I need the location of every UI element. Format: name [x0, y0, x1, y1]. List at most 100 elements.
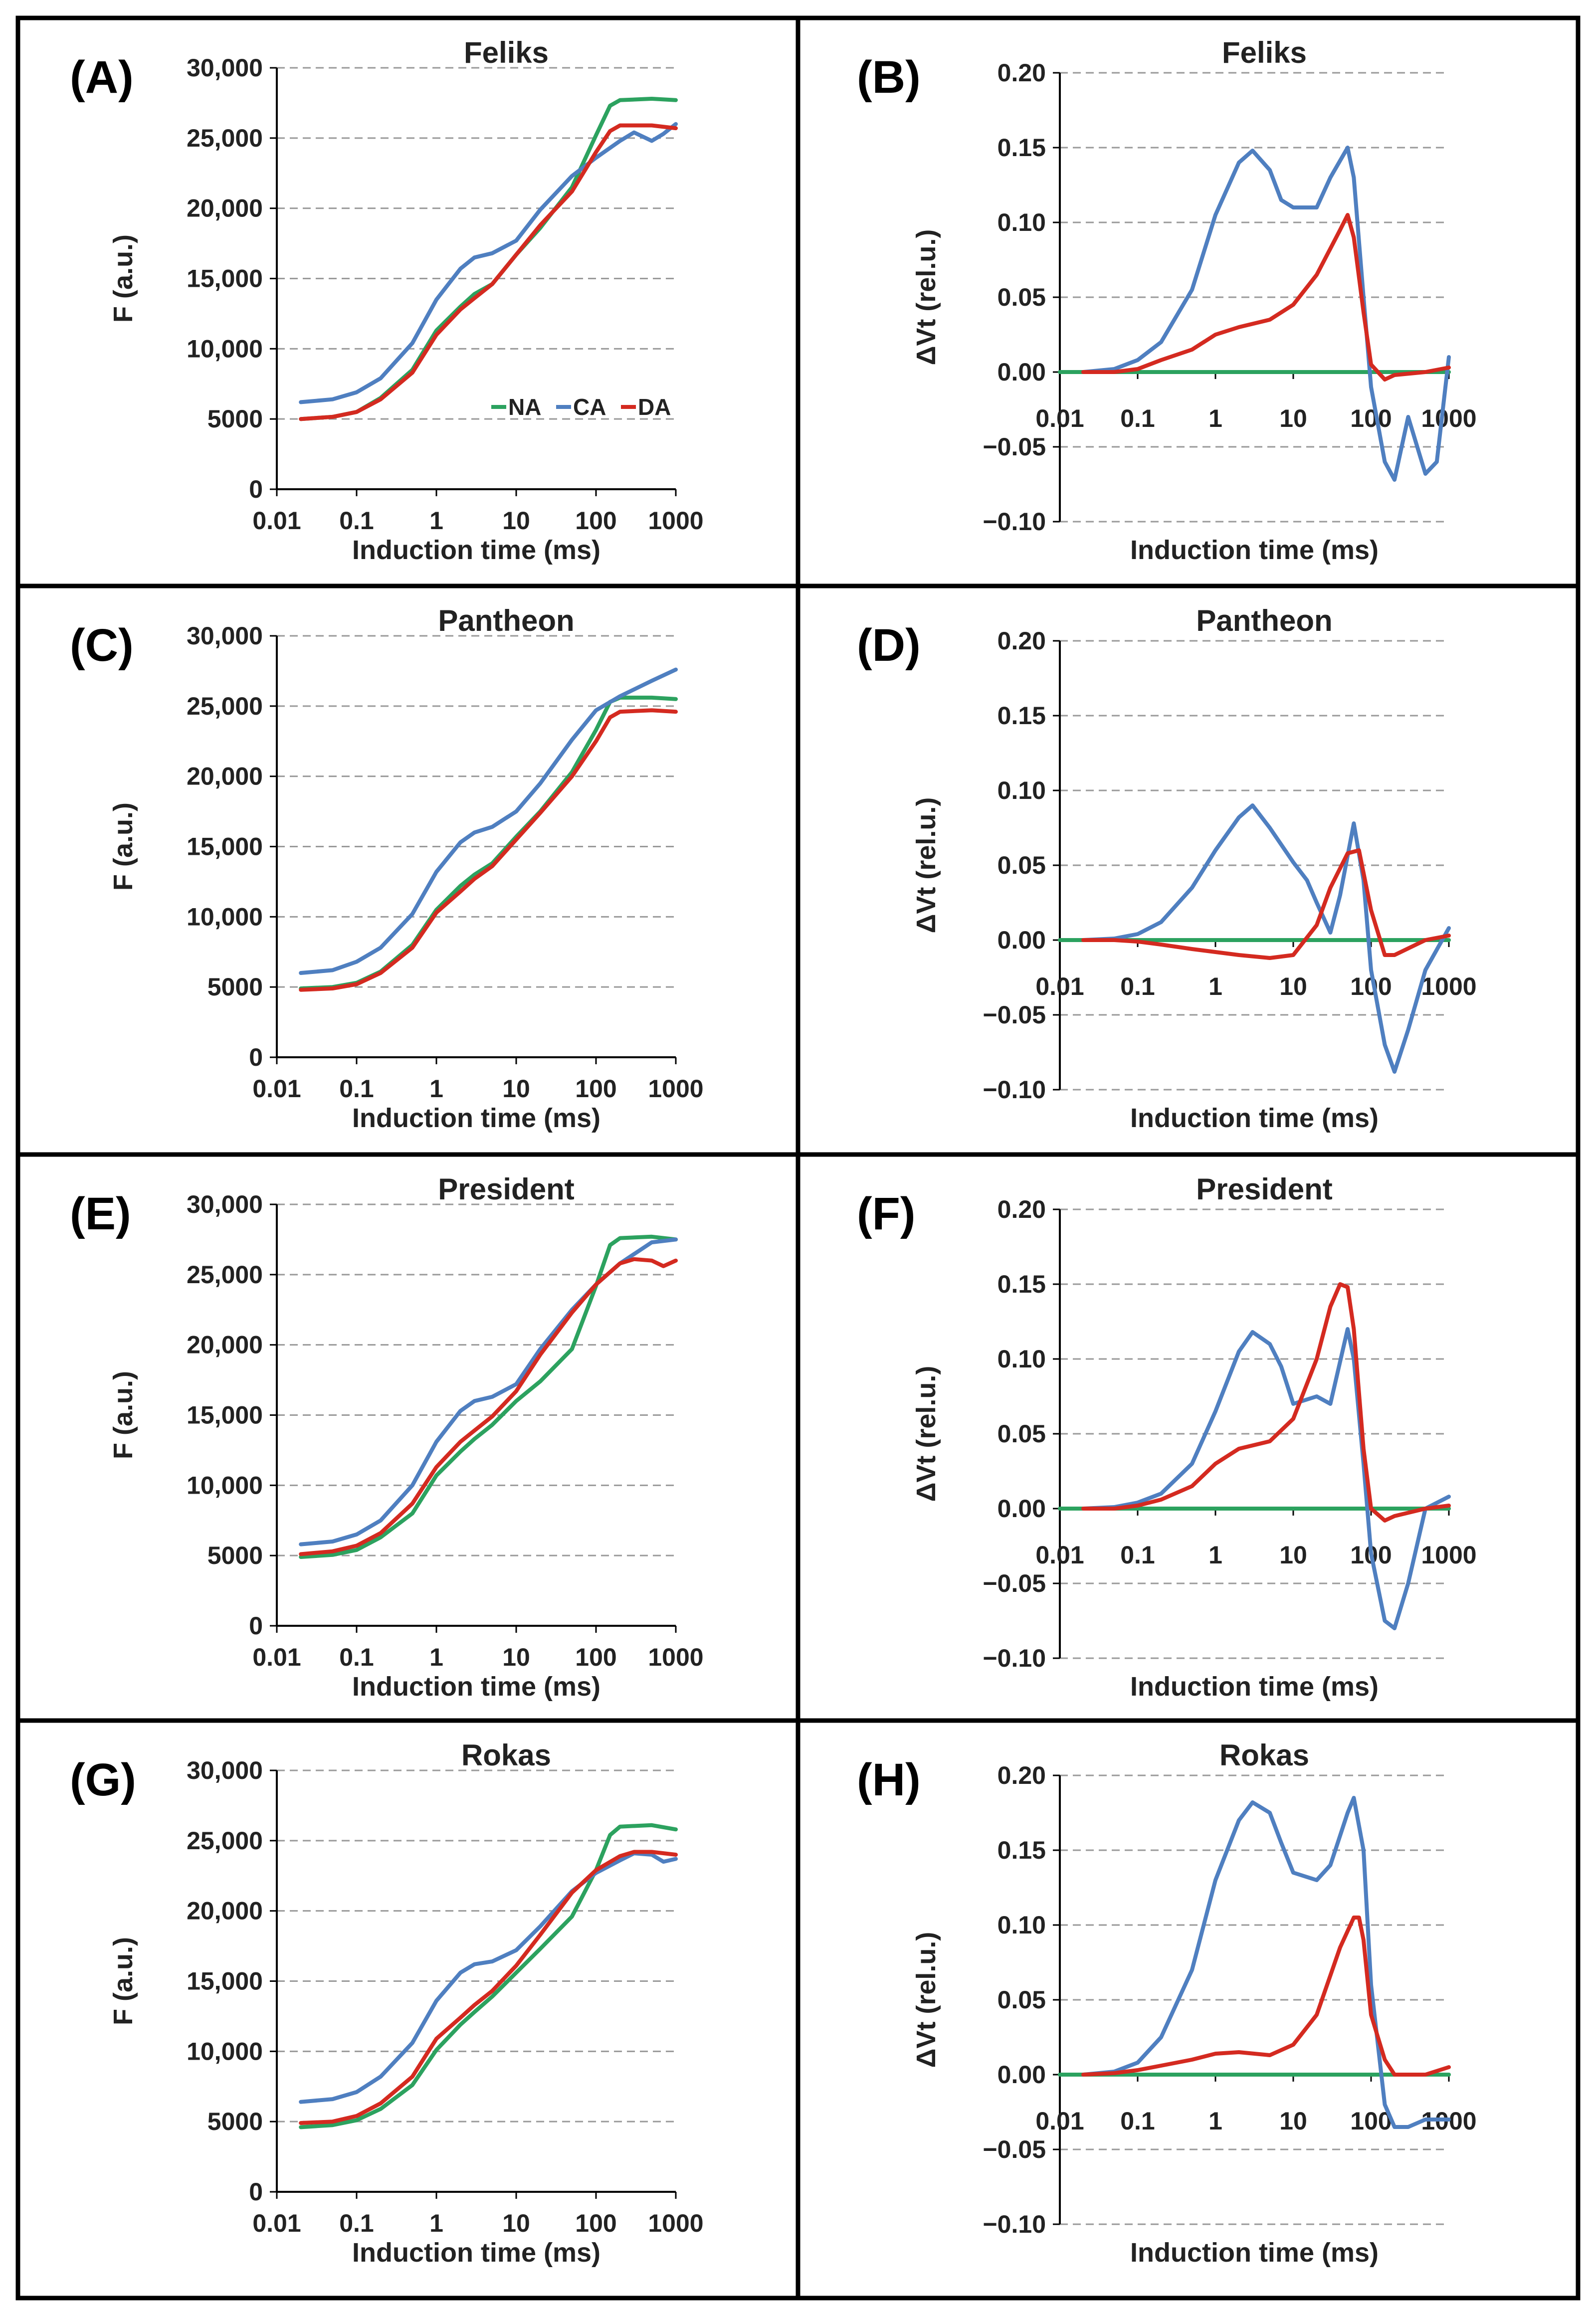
series-line-ca [1081, 1327, 1451, 1630]
x-tick-label: 0.01 [252, 507, 301, 535]
y-tick-label: 30,000 [187, 54, 263, 82]
x-tick-label: 0.1 [339, 1643, 374, 1671]
x-tick-label: 1 [429, 507, 443, 535]
x-tick-label: 1 [429, 1643, 443, 1671]
y-tick-label: 20,000 [187, 194, 263, 222]
y-tick-label: −0.05 [983, 1001, 1046, 1029]
y-tick-label: −0.05 [983, 433, 1046, 461]
x-tick-label: 1000 [648, 507, 703, 535]
panel-title: Rokas [461, 1738, 551, 1772]
x-axis-title: Induction time (ms) [1130, 1103, 1379, 1133]
y-axis-title: F (a.u.) [108, 234, 138, 323]
x-axis-title: Induction time (ms) [1130, 2238, 1379, 2268]
y-tick-label: 10,000 [187, 335, 263, 363]
panel-b: (B) Feliks −0.10 −0.05 0.00 0.05 0.10 0.15 0.20 0… [857, 36, 1477, 565]
y-tick-label: 0.05 [998, 1986, 1046, 2014]
x-tick-label: 0.01 [252, 1075, 301, 1103]
x-tick-label: 0.01 [1035, 1541, 1084, 1569]
panel-letter: (G) [70, 1754, 136, 1805]
y-tick-label: 0.10 [998, 1911, 1046, 1939]
y-tick-label: 0.10 [998, 776, 1046, 804]
x-axis-title: Induction time (ms) [352, 2238, 600, 2268]
panels: (A) Feliks 0 5000 10,000 15,000 20,000 25,000 30… [70, 36, 1477, 2268]
x-tick-label: 100 [575, 1075, 616, 1103]
y-axis-title: ΔVt (rel.u.) [911, 1932, 941, 2068]
y-tick-label: 20,000 [187, 763, 263, 790]
y-tick-label: 30,000 [187, 1756, 263, 1784]
x-tick-label: 100 [1350, 2107, 1392, 2135]
x-tick-label: 100 [575, 507, 616, 535]
panel-letter: (B) [857, 52, 921, 103]
panel-c: (C) Pantheon 0 5000 10,000 15,000 20,000 25,000… [70, 604, 704, 1133]
x-tick-label: 1000 [648, 2209, 703, 2237]
panel-title: Rokas [1219, 1738, 1309, 1772]
panel-title: Feliks [1222, 36, 1307, 69]
y-axis-title: ΔVt (rel.u.) [911, 1366, 941, 1502]
y-tick-label: 0 [249, 2178, 263, 2206]
y-tick-label: −0.05 [983, 1569, 1046, 1597]
x-tick-label: 1000 [1421, 404, 1476, 432]
panel-h: (H) Rokas −0.10 −0.05 0.00 0.05 0.10 0.15 0.20 0.… [857, 1738, 1477, 2268]
y-tick-label: 15,000 [187, 265, 263, 293]
x-tick-label: 0.1 [1120, 972, 1155, 1000]
x-tick-label: 1000 [1421, 1541, 1476, 1569]
y-tick-label: 5000 [207, 1542, 263, 1569]
x-axis-title: Induction time (ms) [1130, 535, 1379, 565]
y-axis-title: F (a.u.) [108, 1937, 138, 2025]
panel-letter: (H) [857, 1754, 921, 1805]
y-tick-label: 0.15 [998, 1270, 1046, 1298]
panel-d: (D) Pantheon −0.10 −0.05 0.00 0.05 0.10 0.15 0.2… [857, 604, 1477, 1133]
x-tick-label: 10 [502, 1643, 530, 1671]
x-tick-label: 1000 [1421, 972, 1476, 1000]
y-axis-title: F (a.u.) [108, 1371, 138, 1459]
y-tick-label: 0.15 [998, 702, 1046, 730]
series-line-na [299, 1234, 678, 1559]
x-tick-label: 0.01 [252, 1643, 301, 1671]
y-tick-label: −0.10 [983, 508, 1046, 536]
y-tick-label: 0.05 [998, 851, 1046, 879]
y-tick-label: 0 [249, 1612, 263, 1640]
panel-title: Pantheon [1196, 604, 1332, 637]
y-tick-label: −0.10 [983, 2210, 1046, 2238]
y-tick-label: 15,000 [187, 1967, 263, 1995]
x-tick-label: 1 [429, 2209, 443, 2237]
x-tick-label: 1 [1208, 2107, 1222, 2135]
y-tick-label: 0.10 [998, 1345, 1046, 1373]
x-tick-label: 0.1 [339, 1075, 374, 1103]
series-line-da [1081, 848, 1451, 960]
y-tick-label: 25,000 [187, 1261, 263, 1289]
x-tick-label: 10 [1279, 404, 1307, 432]
series-line-na [299, 1823, 678, 2129]
series-line-da [1081, 1916, 1451, 2077]
y-tick-label: 5000 [207, 973, 263, 1001]
y-tick-label: 25,000 [187, 1827, 263, 1855]
y-tick-label: 0.00 [998, 926, 1046, 954]
x-tick-label: 0.1 [1120, 2107, 1155, 2135]
panel-g: (G) Rokas 0 5000 10,000 15,000 20,000 25,000 30,… [70, 1738, 704, 2268]
series-line-ca [1081, 146, 1451, 482]
panel-letter: (D) [857, 620, 921, 671]
y-tick-label: 0.10 [998, 208, 1046, 236]
series-line-da [299, 1850, 678, 2125]
x-tick-label: 1 [1208, 1541, 1222, 1569]
panel-letter: (F) [857, 1188, 915, 1239]
y-tick-label: 0.00 [998, 358, 1046, 386]
x-tick-label: 1 [1208, 972, 1222, 1000]
x-tick-label: 100 [1350, 404, 1392, 432]
series-line-da [299, 708, 678, 992]
series-line-da [299, 123, 678, 421]
y-tick-label: 10,000 [187, 1471, 263, 1499]
panel-title: President [1196, 1172, 1332, 1206]
y-axis-title: ΔVt (rel.u.) [911, 797, 941, 934]
x-tick-label: 10 [502, 1075, 530, 1103]
y-tick-label: 10,000 [187, 2037, 263, 2065]
x-axis-title: Induction time (ms) [352, 1672, 600, 1702]
legend-label-ca: CA [573, 394, 606, 420]
y-tick-label: 5000 [207, 405, 263, 433]
x-tick-label: 10 [1279, 1541, 1307, 1569]
y-tick-label: 5000 [207, 2108, 263, 2135]
series-line-ca [299, 667, 678, 975]
series-line-ca [1081, 1796, 1451, 2129]
x-tick-label: 10 [1279, 2107, 1307, 2135]
